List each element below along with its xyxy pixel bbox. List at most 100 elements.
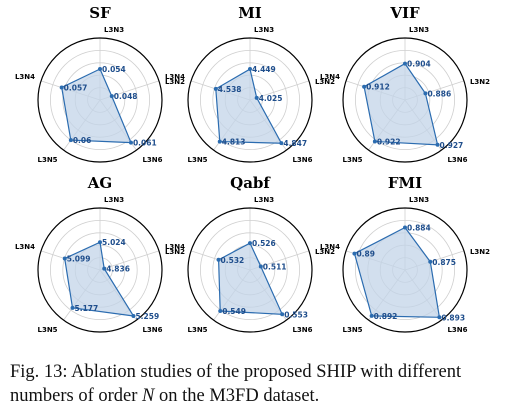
panel-title: AG	[87, 174, 112, 192]
caption-symbol: N	[142, 386, 155, 406]
data-point	[248, 67, 252, 72]
axis-label-l3n5: L3N5	[342, 156, 362, 164]
axis-label-l3n6: L3N6	[292, 326, 312, 334]
axis-label-l3n5: L3N5	[37, 326, 57, 334]
value-label: 0.922	[377, 137, 401, 146]
value-label: 0.048	[114, 92, 138, 101]
value-label: 0.057	[64, 84, 88, 93]
axis-label-l3n3: L3N3	[409, 26, 429, 34]
value-label: 5.259	[135, 312, 159, 321]
outer-ring	[342, 207, 468, 333]
data-point	[70, 305, 75, 310]
axis-label-l3n5: L3N5	[187, 156, 207, 164]
value-label: 5.099	[67, 255, 91, 264]
axis-label-l3n5: L3N5	[187, 326, 207, 334]
axis-label-l3n5: L3N5	[37, 156, 57, 164]
value-label: 0.054	[102, 65, 126, 74]
value-label: 0.886	[427, 89, 451, 98]
value-label: 0.893	[441, 313, 465, 322]
radar-figure: SF L3N3 L3N2 L3N6 L3N5 L3N4 0.054 0.048 0.061 0.0…	[15, 4, 490, 334]
value-label: 0.06	[73, 136, 92, 145]
data-point	[98, 67, 102, 71]
data-point	[403, 225, 407, 230]
value-label: 0.061	[133, 139, 157, 148]
axis-label-l3n4: L3N4	[320, 73, 340, 81]
data-point	[68, 138, 73, 143]
panel-title: Qabf	[230, 174, 271, 192]
axis-label-l3n5: L3N5	[342, 326, 362, 334]
outer-ring	[342, 37, 468, 163]
axis-label-l3n3: L3N3	[104, 26, 124, 34]
data-point	[428, 259, 433, 264]
axis-label-l3n2: L3N2	[315, 248, 335, 256]
data-point	[435, 142, 440, 147]
outer-ring	[37, 207, 163, 333]
data-point	[258, 264, 263, 269]
data-point	[372, 139, 377, 144]
value-label: 0.892	[374, 312, 398, 321]
outer-ring	[187, 37, 313, 163]
radar-panel-ag: AG L3N3 L3N2 L3N6 L3N5 L3N4 5.024 4.836 5.259 5.1…	[15, 174, 185, 334]
value-label: 0.549	[222, 307, 246, 316]
data-point	[59, 85, 64, 90]
axis-label-l3n4: L3N4	[320, 243, 340, 251]
radar-panel-sf: SF L3N3 L3N2 L3N6 L3N5 L3N4 0.054 0.048 0.061 0.0…	[15, 4, 185, 164]
radar-panel-mi: MI L3N3 L3N2 L3N6 L3N5 L3N4 4.449 4.025 4.847 4.8…	[165, 4, 335, 164]
data-point	[213, 86, 218, 91]
axis-label-l3n4: L3N4	[165, 73, 185, 81]
data-point	[98, 240, 102, 245]
value-label: 5.024	[102, 238, 126, 247]
axis-label-l3n3: L3N3	[104, 196, 124, 204]
data-point	[218, 308, 223, 313]
value-label: 5.177	[75, 304, 99, 313]
axis-label-l3n2: L3N2	[315, 78, 335, 86]
data-point	[403, 61, 407, 66]
data-point	[437, 315, 442, 320]
caption-suffix: on the M3FD dataset.	[154, 386, 320, 406]
value-label: 4.847	[283, 139, 307, 148]
value-label: 0.927	[440, 141, 464, 150]
axis-label-l3n2: L3N2	[470, 78, 490, 86]
value-label: 4.025	[259, 94, 283, 103]
data-polygon	[353, 226, 441, 318]
data-point	[369, 313, 374, 318]
caption-prefix: Fig. 13: Ablation studies of the propose…	[10, 362, 462, 406]
data-point	[128, 140, 133, 145]
axis-label-l3n2: L3N2	[470, 248, 490, 256]
data-point	[279, 141, 284, 146]
data-point	[254, 95, 259, 100]
data-point	[109, 94, 114, 99]
axis-label-l3n2: L3N2	[165, 78, 185, 86]
value-label: 0.511	[263, 262, 287, 271]
data-point	[362, 84, 367, 89]
axis-label-l3n6: L3N6	[142, 156, 162, 164]
data-polygon	[363, 62, 439, 146]
data-point	[131, 314, 136, 319]
panel-title: MI	[238, 4, 262, 22]
value-label: 0.553	[284, 310, 308, 319]
radar-panel-vif: VIF L3N3 L3N2 L3N6 L3N5 L3N4 0.904 0.886 0.927 0.…	[320, 4, 490, 164]
radar-panel-fmi: FMI L3N3 L3N2 L3N6 L3N5 L3N4 0.884 0.875 0.893 0.…	[320, 174, 490, 334]
data-polygon	[217, 242, 284, 315]
axis-label-l3n3: L3N3	[409, 196, 429, 204]
value-label: 4.836	[106, 265, 130, 274]
value-label: 0.904	[407, 60, 431, 69]
data-point	[102, 266, 107, 271]
value-label: 0.532	[221, 256, 245, 265]
axis-label-l3n3: L3N3	[254, 196, 274, 204]
value-label: 0.89	[356, 250, 375, 259]
panel-title: SF	[89, 4, 111, 22]
value-label: 0.875	[432, 258, 456, 267]
data-point	[280, 312, 285, 317]
value-label: 0.884	[407, 223, 431, 232]
axis-label-l3n6: L3N6	[447, 326, 467, 334]
data-polygon	[64, 241, 135, 317]
data-polygon	[215, 68, 283, 144]
grid-spoke	[249, 80, 310, 101]
axis-label-l3n6: L3N6	[292, 156, 312, 164]
axis-label-l3n6: L3N6	[142, 326, 162, 334]
data-point	[423, 91, 428, 96]
figure-caption: Fig. 13: Ablation studies of the propose…	[10, 360, 500, 408]
value-label: 0.912	[366, 83, 390, 92]
data-point	[352, 251, 357, 256]
